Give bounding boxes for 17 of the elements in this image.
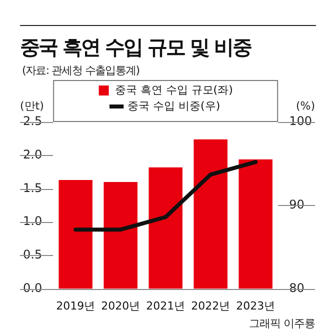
bar bbox=[194, 139, 228, 289]
x-tick-label: 2022년 bbox=[191, 299, 230, 312]
bar bbox=[238, 159, 272, 289]
bar bbox=[148, 167, 182, 289]
bar bbox=[58, 180, 92, 289]
legend-label: 중국 흑연 수입 규모(좌) bbox=[114, 83, 233, 96]
chart-subtitle: (자료: 관세청 수출입통계) bbox=[22, 63, 140, 78]
legend-label: 중국 수입 비중(우) bbox=[128, 99, 220, 112]
x-tick-label: 2019년 bbox=[56, 299, 96, 312]
x-tick-label: 2020년 bbox=[101, 299, 140, 312]
x-tick-label: 2021년 bbox=[146, 299, 186, 312]
y-axis-title: (만t) bbox=[20, 99, 44, 112]
chart-title: 중국 흑연 수입 규모 및 비중 bbox=[20, 34, 251, 61]
bar bbox=[104, 182, 138, 289]
y2-axis-title: (%) bbox=[296, 99, 315, 112]
x-tick-label: 2023년 bbox=[236, 299, 276, 312]
text: 그래픽 이주룡 bbox=[249, 316, 315, 331]
